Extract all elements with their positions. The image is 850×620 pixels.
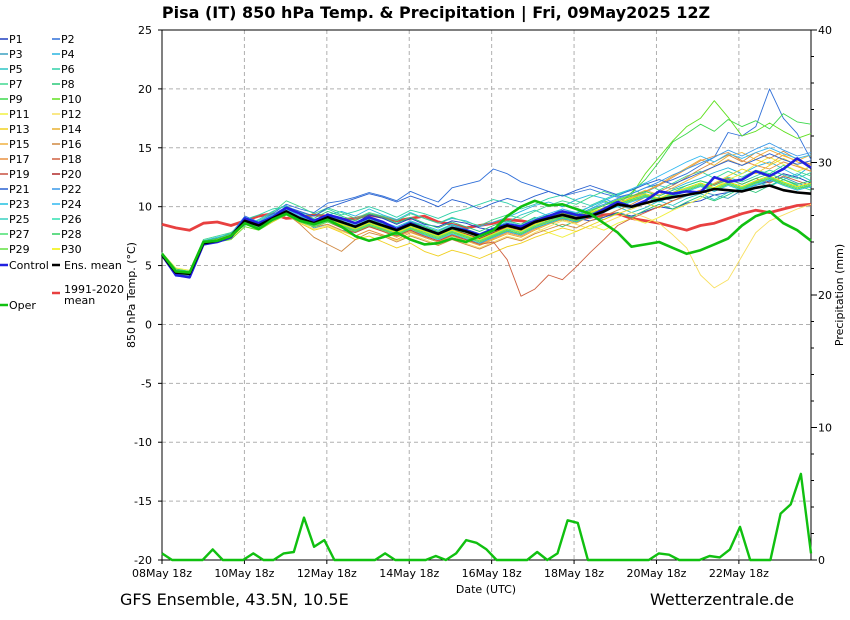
legend-entry-p19: P19	[9, 168, 30, 181]
grid	[162, 29, 811, 561]
temp-tick-label: -10	[134, 436, 152, 449]
temp-tick-label: -5	[141, 377, 152, 390]
legend-entry-p16: P16	[61, 138, 82, 151]
legend-entry-p30: P30	[61, 243, 82, 256]
precip-axis: 40 30 20 10 0	[811, 24, 832, 567]
time-tick-label: 16May 18z	[462, 567, 522, 580]
temp-tick-label: 5	[145, 260, 152, 273]
legend-entry-climate-mean: 1991-2020	[64, 283, 124, 296]
member-line-p18	[161, 175, 812, 297]
plot-frame	[161, 29, 812, 561]
precip-tick-label: 10	[818, 422, 832, 435]
temp-tick-label: -15	[134, 495, 152, 508]
legend-entry-p22: P22	[61, 183, 82, 196]
legend-entry-oper: Oper	[9, 299, 36, 312]
legend-entry-p3: P3	[9, 48, 23, 61]
legend-entry-p8: P8	[61, 78, 75, 91]
temp-tick-label: 25	[138, 24, 152, 37]
temp-tick-label: -20	[134, 554, 152, 567]
legend-entry-p1: P1	[9, 33, 23, 46]
oper-line	[160, 199, 812, 274]
time-tick-label: 08May 18z	[132, 567, 192, 580]
precip-tick-label: 20	[818, 289, 832, 302]
legend-entry-control: Control	[9, 259, 49, 272]
member-line-p15	[161, 149, 812, 274]
member-line-p24	[161, 147, 812, 272]
legend-entry-p5: P5	[9, 63, 23, 76]
legend-entry-p2: P2	[61, 33, 75, 46]
legend-entry-p7: P7	[9, 78, 23, 91]
member-line-p11	[161, 156, 812, 271]
legend-entry-p6: P6	[61, 63, 75, 76]
legend-entry-p21: P21	[9, 183, 30, 196]
legend-entry-p17: P17	[9, 153, 30, 166]
legend-entry-ens-mean: Ens. mean	[64, 259, 122, 272]
time-tick-label: 18May 18z	[544, 567, 604, 580]
precip-tick-label: 0	[818, 554, 825, 567]
series	[160, 88, 812, 297]
precip-tick-label: 30	[818, 157, 832, 170]
temp-tick-label: 10	[138, 201, 152, 214]
y-axis-label-precip: Precipitation (mm)	[833, 244, 846, 346]
temp-tick-label: 20	[138, 83, 152, 96]
legend-entry-p23: P23	[9, 198, 30, 211]
time-axis: 08May 18z 10May 18z 12May 18z 14May 18z 16Ma…	[132, 560, 769, 580]
time-tick-label: 10May 18z	[214, 567, 274, 580]
legend-entry-p11: P11	[9, 108, 30, 121]
precip-series	[161, 472, 813, 562]
footer-model-info: GFS Ensemble, 43.5N, 10.5E	[120, 590, 349, 609]
time-tick-label: 12May 18z	[297, 567, 357, 580]
legend-entry-p4: P4	[61, 48, 75, 61]
legend-entry-p29: P29	[9, 243, 30, 256]
temp-tick-label: 0	[145, 318, 152, 331]
time-tick-label: 22May 18z	[709, 567, 769, 580]
legend-entry-p20: P20	[61, 168, 82, 181]
time-tick-label: 20May 18z	[626, 567, 686, 580]
legend-entry-p12: P12	[61, 108, 82, 121]
legend-entry-p15: P15	[9, 138, 30, 151]
temp-tick-label: 15	[138, 142, 152, 155]
legend-entry-climate-mean: mean	[64, 294, 95, 307]
legend-entry-p13: P13	[9, 123, 30, 136]
legend-entry-p27: P27	[9, 228, 30, 241]
chart-title: Pisa (IT) 850 hPa Temp. & Precipitation …	[162, 3, 710, 23]
x-axis-label: Date (UTC)	[456, 583, 516, 596]
legend-entry-p14: P14	[61, 123, 82, 136]
y-axis-label-temp: 850 hPa Temp. (°C)	[125, 242, 138, 348]
time-tick-label: 14May 18z	[379, 567, 439, 580]
member-line-p9	[161, 113, 812, 275]
control-line	[160, 157, 812, 279]
precip-oper-line	[161, 472, 813, 562]
legend-entry-p24: P24	[61, 198, 82, 211]
precip-tick-label: 40	[818, 24, 832, 37]
member-line-p2	[161, 88, 812, 277]
member-line-p16	[161, 150, 812, 276]
legend: P1 P2 P3 P4 P5 P6 P7 P8 P9 P10 P11 P12 P13 P14 P15 P16 P…	[0, 33, 124, 312]
legend-entry-p10: P10	[61, 93, 82, 106]
legend-entry-p25: P25	[9, 213, 30, 226]
legend-entry-p18: P18	[61, 153, 82, 166]
legend-entry-p9: P9	[9, 93, 23, 106]
footer-source: Wetterzentrale.de	[650, 590, 794, 609]
legend-entry-p28: P28	[61, 228, 82, 241]
legend-entry-p26: P26	[61, 213, 82, 226]
temp-axis: 25 20 15 10 5 0 -5 -10 -15 -20	[134, 24, 162, 567]
